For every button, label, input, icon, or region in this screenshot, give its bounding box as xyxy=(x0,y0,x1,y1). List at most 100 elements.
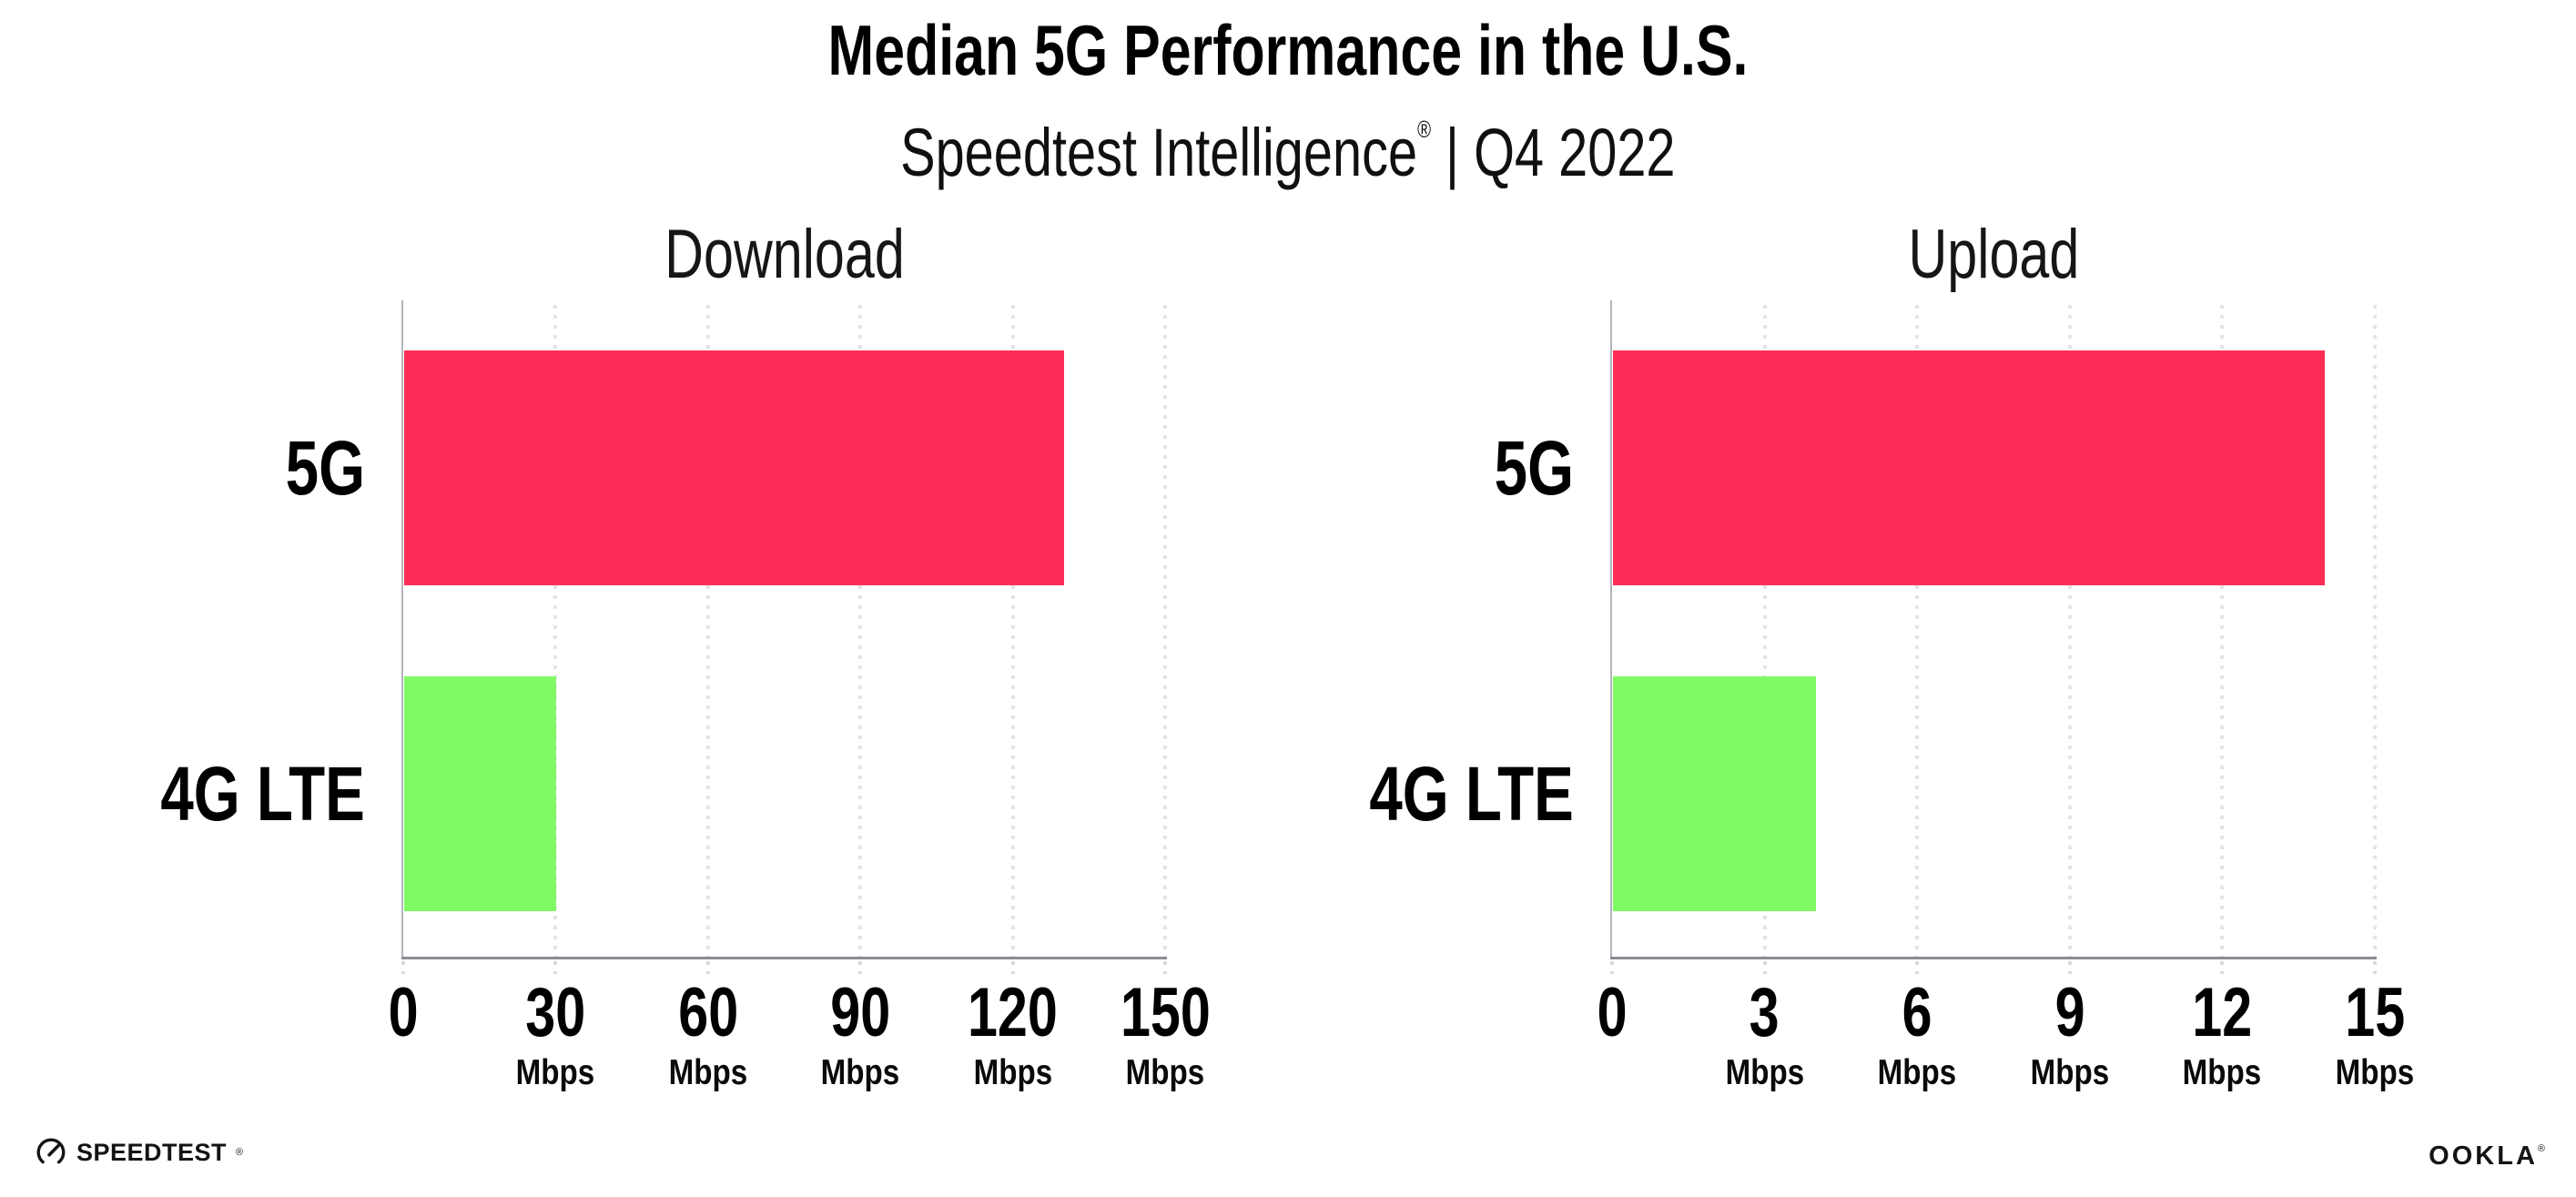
speedtest-logo-text: SPEEDTEST xyxy=(76,1138,228,1166)
x-tick-unit: Mbps xyxy=(2266,1054,2484,1092)
chart-title-download-text: Download xyxy=(664,216,905,293)
x-tick-label-text: 15 xyxy=(2345,974,2405,1051)
tick-mark xyxy=(858,961,863,974)
category-label-5g: 5G xyxy=(1193,417,1574,519)
subtitle-brand: Speedtest Intelligence xyxy=(900,115,1418,190)
chart-title-upload-text: Upload xyxy=(1908,216,2079,293)
subtitle: Speedtest Intelligence® | Q4 2022 xyxy=(0,91,2576,191)
x-tick-label: 30 xyxy=(446,976,664,1050)
x-tick-unit: Mbps xyxy=(904,1054,1122,1092)
x-tick-label: 15 xyxy=(2266,976,2484,1050)
tick-mark xyxy=(553,961,558,974)
gridline xyxy=(858,305,863,957)
speedtest-gauge-icon xyxy=(36,1138,66,1167)
y-axis-upload xyxy=(1610,300,1612,957)
tick-mark xyxy=(2067,961,2072,974)
x-axis-upload xyxy=(1610,957,2377,959)
y-axis-download xyxy=(401,300,403,957)
gridline xyxy=(705,305,710,957)
x-tick-label: 6 xyxy=(1808,976,2026,1050)
tick-mark xyxy=(705,961,710,974)
gridline xyxy=(1915,305,1920,957)
gridline xyxy=(2220,305,2225,957)
ookla-logo-text: OOKLA xyxy=(2429,1141,2538,1171)
gridline xyxy=(1762,305,1767,957)
x-tick-unit: Mbps xyxy=(599,1054,817,1092)
x-tick-unit-text: Mbps xyxy=(1877,1053,1957,1092)
category-label-4g-lte-text: 4G LTE xyxy=(1369,751,1574,837)
x-tick-label-text: 6 xyxy=(1902,974,1932,1051)
x-tick-label-text: 9 xyxy=(2054,974,2085,1051)
speedtest-registered-mark: ® xyxy=(236,1147,244,1158)
chart-title-upload: Upload xyxy=(1612,217,2375,293)
gridline xyxy=(553,305,558,957)
x-tick-label: 150 xyxy=(1056,976,1274,1050)
tick-mark xyxy=(401,961,405,974)
tick-mark xyxy=(1163,961,1167,974)
category-label-5g-text: 5G xyxy=(1494,425,1574,511)
category-label-5g-text: 5G xyxy=(285,425,365,511)
x-tick-label-text: 3 xyxy=(1749,974,1780,1051)
x-tick-unit: Mbps xyxy=(2113,1054,2331,1092)
x-tick-unit-text: Mbps xyxy=(516,1053,595,1092)
category-label-4g-lte: 4G LTE xyxy=(1193,743,1574,845)
main-title: Median 5G Performance in the U.S. xyxy=(0,11,2576,89)
x-tick-label-text: 150 xyxy=(1120,974,1211,1051)
x-tick-label: 12 xyxy=(2113,976,2331,1050)
x-tick-label: 60 xyxy=(599,976,817,1050)
x-tick-unit: Mbps xyxy=(446,1054,664,1092)
x-tick-unit: Mbps xyxy=(1961,1054,2179,1092)
x-tick-unit-text: Mbps xyxy=(2335,1053,2415,1092)
bar-upload-4g-lte xyxy=(1613,676,1817,911)
x-tick-label-text: 60 xyxy=(677,974,738,1051)
bar-download-5g xyxy=(404,350,1065,585)
x-tick-label-text: 0 xyxy=(1597,974,1628,1051)
x-tick-label-text: 0 xyxy=(388,974,419,1051)
x-tick-label-text: 120 xyxy=(968,974,1059,1051)
x-tick-label: 9 xyxy=(1961,976,2179,1050)
x-tick-unit: Mbps xyxy=(1808,1054,2026,1092)
speedtest-logo: SPEEDTEST ® xyxy=(35,1136,243,1169)
x-tick-label: 90 xyxy=(751,976,969,1050)
x-tick-label: 3 xyxy=(1656,976,1874,1050)
x-tick-label-text: 30 xyxy=(525,974,586,1051)
subtitle-text: Speedtest Intelligence® | Q4 2022 xyxy=(900,91,1675,191)
x-tick-unit: Mbps xyxy=(1056,1054,1274,1092)
tick-mark xyxy=(1010,961,1015,974)
x-tick-unit-text: Mbps xyxy=(820,1053,900,1092)
x-tick-label-text: 90 xyxy=(830,974,891,1051)
x-axis-download xyxy=(401,957,1167,959)
bar-download-4g-lte xyxy=(404,676,557,911)
main-title-text: Median 5G Performance in the U.S. xyxy=(827,10,1749,90)
tick-mark xyxy=(2373,961,2377,974)
x-tick-label: 120 xyxy=(904,976,1122,1050)
gridline xyxy=(1163,305,1167,957)
x-tick-unit: Mbps xyxy=(1656,1054,1874,1092)
bar-upload-5g xyxy=(1613,350,2326,585)
gridline xyxy=(2373,305,2377,957)
registered-mark: ® xyxy=(1417,116,1432,143)
chart-title-download: Download xyxy=(403,217,1165,293)
x-tick-unit-text: Mbps xyxy=(973,1053,1052,1092)
category-label-4g-lte-text: 4G LTE xyxy=(160,751,365,837)
x-tick-unit-text: Mbps xyxy=(2183,1053,2262,1092)
gridline xyxy=(2067,305,2072,957)
x-tick-label: 0 xyxy=(294,976,512,1050)
tick-mark xyxy=(2220,961,2225,974)
x-tick-unit: Mbps xyxy=(751,1054,969,1092)
x-tick-label: 0 xyxy=(1503,976,1721,1050)
gridline xyxy=(1010,305,1015,957)
tick-mark xyxy=(1610,961,1614,974)
category-label-4g-lte: 4G LTE xyxy=(0,743,365,845)
subtitle-rest: | Q4 2022 xyxy=(1431,115,1676,190)
x-tick-label-text: 12 xyxy=(2192,974,2253,1051)
x-tick-unit-text: Mbps xyxy=(1125,1053,1205,1092)
ookla-logo: OOKLA® xyxy=(2429,1141,2545,1172)
ookla-registered-mark: ® xyxy=(2537,1143,2545,1154)
category-label-5g: 5G xyxy=(0,417,365,519)
x-tick-unit-text: Mbps xyxy=(668,1053,748,1092)
x-tick-unit-text: Mbps xyxy=(1725,1053,1804,1092)
tick-mark xyxy=(1915,961,1920,974)
x-tick-unit-text: Mbps xyxy=(2030,1053,2110,1092)
